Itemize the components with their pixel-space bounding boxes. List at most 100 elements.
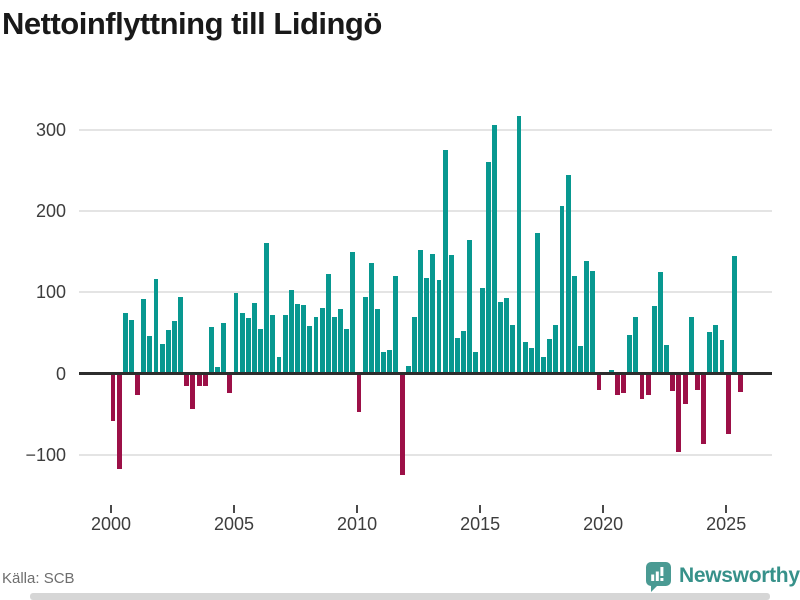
bar[interactable] [344,328,350,375]
bar[interactable] [147,336,153,375]
bar[interactable] [251,302,257,375]
bar[interactable] [282,315,288,375]
bar[interactable] [430,254,436,375]
bar[interactable] [473,352,479,375]
bar[interactable] [313,316,319,375]
bar[interactable] [331,316,337,375]
bar[interactable] [184,374,190,386]
bar[interactable] [621,374,626,393]
bar[interactable] [381,352,387,375]
bar[interactable] [528,348,534,375]
bar[interactable] [738,374,743,393]
bar[interactable] [153,279,159,375]
bar[interactable] [534,233,540,375]
bar[interactable] [596,374,602,390]
bar[interactable] [559,206,565,375]
bar[interactable] [522,341,528,375]
bar[interactable] [338,309,343,375]
bar[interactable] [688,316,694,375]
bar[interactable] [461,331,467,375]
bar[interactable] [571,276,577,375]
bar[interactable] [664,345,670,375]
newsworthy-logo[interactable]: Newsworthy [646,562,800,592]
bar[interactable] [325,273,331,375]
bar[interactable] [405,366,411,375]
bar[interactable] [491,125,497,375]
bar[interactable] [276,357,282,375]
bar[interactable] [442,150,448,375]
bar[interactable] [387,349,393,375]
bar[interactable] [498,302,503,375]
bar[interactable] [455,337,460,375]
bar[interactable] [159,344,165,375]
bar[interactable] [110,374,116,421]
bar[interactable] [485,162,491,375]
bar[interactable] [350,251,356,375]
bar[interactable] [578,345,583,375]
bar[interactable] [221,323,227,375]
bar[interactable] [436,280,442,375]
bar[interactable] [553,324,559,375]
bar[interactable] [295,304,300,375]
bar[interactable] [190,374,196,410]
bar[interactable] [707,332,713,375]
bar[interactable] [116,374,122,469]
bar[interactable] [504,297,510,375]
bar[interactable] [651,306,657,375]
bar[interactable] [172,320,177,375]
bar[interactable] [411,316,417,375]
bar[interactable] [368,263,374,375]
bar[interactable] [713,324,719,375]
bar[interactable] [227,374,233,393]
bar[interactable] [682,374,688,405]
bar[interactable] [547,339,553,375]
bar[interactable] [202,374,208,387]
bar[interactable] [196,374,202,386]
bar[interactable] [208,327,214,375]
bar[interactable] [258,328,264,375]
bar[interactable] [633,316,639,375]
bar[interactable] [516,116,522,375]
bar[interactable] [694,374,700,390]
bar[interactable] [270,315,276,375]
bar[interactable] [165,329,171,375]
bar[interactable] [418,250,423,375]
bottom-scrollbar[interactable] [30,593,770,600]
bar[interactable] [639,374,645,399]
bar[interactable] [467,239,473,375]
bar[interactable] [128,319,134,375]
bar[interactable] [393,276,399,375]
bar[interactable] [590,271,596,375]
bar[interactable] [399,374,405,475]
bar[interactable] [541,357,547,375]
bar[interactable] [584,261,590,375]
bar[interactable] [178,297,184,375]
bar[interactable] [719,340,725,375]
bar[interactable] [670,374,676,391]
bar[interactable] [264,242,270,375]
bar[interactable] [362,297,368,375]
bar[interactable] [356,374,362,413]
bar[interactable] [645,374,651,396]
bar[interactable] [245,318,251,375]
bar[interactable] [239,312,245,375]
bar[interactable] [510,324,516,375]
bar[interactable] [319,307,325,375]
bar[interactable] [424,278,430,375]
bar[interactable] [301,305,307,375]
bar[interactable] [288,289,294,375]
bar[interactable] [215,367,220,375]
bar[interactable] [135,374,140,396]
bar[interactable] [725,374,731,434]
bar[interactable] [479,288,485,375]
bar[interactable] [122,312,128,375]
bar[interactable] [658,272,663,375]
bar[interactable] [676,374,682,453]
bar[interactable] [375,309,380,375]
bar[interactable] [614,374,620,396]
bar[interactable] [701,374,706,445]
bar[interactable] [307,325,313,375]
bar[interactable] [233,293,239,375]
bar[interactable] [565,175,571,375]
bar[interactable] [627,334,633,375]
